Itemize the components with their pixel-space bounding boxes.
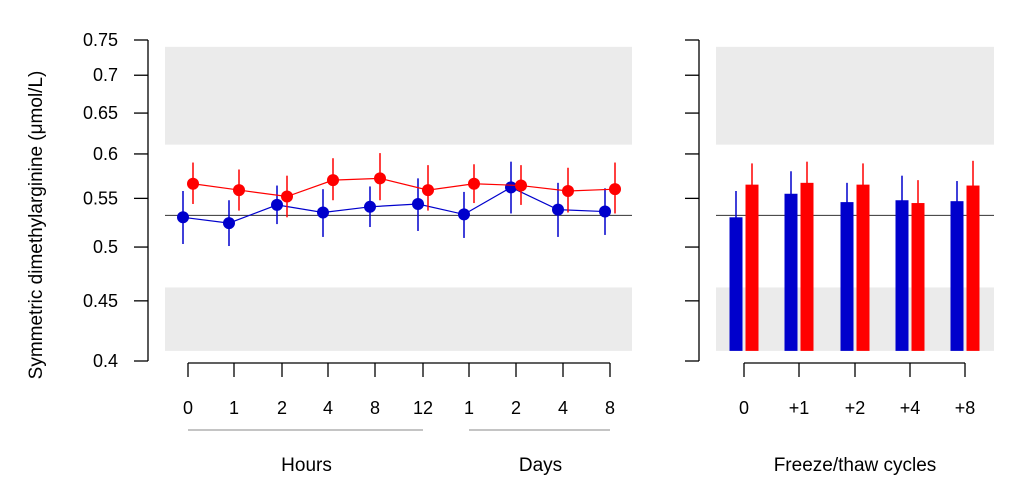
data-point	[468, 177, 480, 190]
x-tick-label: 4	[323, 398, 333, 418]
data-point	[364, 200, 376, 213]
y-axis: 0.4 0.45 0.5 0.55 0.6 0.65 0.7 0.75	[83, 30, 149, 371]
bar-marks	[729, 160, 980, 351]
data-point	[422, 184, 434, 197]
data-point	[187, 177, 199, 190]
x-tick-label: +4	[900, 398, 921, 418]
data-point	[223, 217, 235, 230]
x-tick-label: 0	[739, 398, 749, 418]
bar	[840, 202, 854, 351]
data-point	[281, 190, 293, 203]
x-tick-label: 2	[277, 398, 287, 418]
bar	[966, 185, 980, 351]
data-point	[271, 198, 283, 211]
data-point	[552, 203, 564, 216]
y-tick-label: 0.45	[83, 291, 118, 311]
data-point	[562, 185, 574, 198]
bar	[784, 193, 798, 351]
x-axis: 0 1 2 4 8 12 1 2 4 8	[183, 362, 615, 418]
y-axis	[685, 39, 700, 362]
series-line	[182, 186, 606, 224]
shaded-band	[165, 46, 632, 145]
y-tick-label: 0.55	[83, 188, 118, 208]
series-line	[192, 177, 616, 198]
y-tick-label: 0.4	[93, 351, 118, 371]
data-point	[458, 208, 470, 221]
bar	[911, 203, 925, 351]
y-axis-label: Symmetric dimethylarginine (μmol/L)	[26, 71, 47, 380]
right-panel: 0 +1 +2 +4 +8 Freeze/thaw cycles	[685, 39, 994, 476]
data-point	[599, 205, 611, 218]
y-tick-label: 0.65	[83, 103, 118, 123]
bar	[800, 182, 814, 351]
x-tick-label: 8	[370, 398, 380, 418]
x-groups: Hours Days	[188, 429, 610, 476]
shaded-bands	[716, 46, 994, 351]
bar	[856, 184, 870, 351]
x-tick-label: 1	[464, 398, 474, 418]
x-tick-label: 0	[183, 398, 193, 418]
y-tick-label: 0.75	[83, 30, 118, 50]
x-axis-label: Freeze/thaw cycles	[774, 455, 937, 476]
y-tick-label: 0.6	[93, 144, 118, 164]
bar	[895, 200, 909, 351]
x-tick-label: 12	[413, 398, 433, 418]
left-panel: 0.40.450.50.550.60.650.70.75 0 1 2 4 8 12 1 2 4 8…	[26, 30, 632, 476]
data-point	[515, 179, 527, 192]
group-label: Hours	[281, 455, 332, 476]
x-axis: 0 +1 +2 +4 +8	[739, 362, 976, 418]
data-point	[327, 174, 339, 187]
shaded-band	[716, 46, 994, 145]
bar	[729, 217, 743, 351]
data-point	[412, 197, 424, 210]
x-tick-label: +2	[845, 398, 866, 418]
y-tick-label: 0.7	[93, 65, 118, 85]
y-tick-label: 0.5	[93, 237, 118, 257]
group-label: Days	[519, 455, 562, 476]
shaded-bands	[165, 46, 632, 351]
data-point	[177, 211, 189, 224]
data-point	[233, 184, 245, 197]
data-point	[505, 181, 517, 194]
shaded-band	[165, 287, 632, 351]
x-tick-label: 8	[605, 398, 615, 418]
data-point	[317, 206, 329, 219]
x-tick-label: 2	[511, 398, 521, 418]
bar	[950, 201, 964, 351]
series-marks	[177, 153, 621, 247]
bar	[745, 184, 759, 351]
x-tick-label: +1	[789, 398, 810, 418]
x-tick-label: 1	[229, 398, 239, 418]
data-point	[374, 172, 386, 185]
data-point	[609, 183, 621, 196]
shaded-band	[716, 287, 994, 351]
x-tick-label: +8	[955, 398, 976, 418]
x-tick-label: 4	[558, 398, 568, 418]
